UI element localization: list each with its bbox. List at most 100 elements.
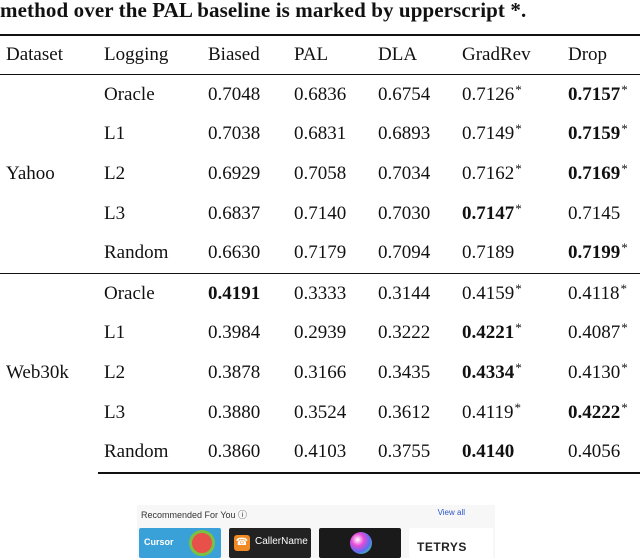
cell-value: 0.4140 bbox=[462, 441, 515, 463]
value-cell: 0.2939 bbox=[288, 314, 372, 354]
value-cell: 0.7149* bbox=[456, 115, 562, 155]
cell-value: 0.6630 bbox=[208, 242, 261, 264]
significance-marker: * bbox=[515, 320, 522, 336]
header-gradrev: GradRev bbox=[456, 34, 562, 75]
cell-value: 0.4118 bbox=[568, 282, 620, 304]
significance-marker: * bbox=[621, 359, 628, 375]
value-cell: 0.3878 bbox=[202, 353, 288, 393]
callername-tile[interactable]: ☎ CallerName bbox=[229, 528, 311, 558]
value-cell: 0.4103 bbox=[288, 432, 372, 474]
table-row: L3 0.3880 0.3524 0.3612 0.4119* 0.4222 * bbox=[0, 393, 640, 433]
table-row: L2 0.6929 0.7058 0.7034 0.7162* 0.7169* bbox=[0, 154, 640, 194]
significance-marker: * bbox=[621, 160, 628, 176]
dataset-cell: Web30k bbox=[0, 272, 98, 473]
cell-value: 0.4056 bbox=[568, 441, 621, 463]
value-cell: 0.7140 bbox=[288, 194, 372, 234]
cell-value: 0.4130 bbox=[568, 361, 621, 383]
value-cell: 0.4118* bbox=[562, 272, 640, 314]
value-cell: 0.4334* bbox=[456, 353, 562, 393]
cell-value: 0.3880 bbox=[208, 401, 261, 423]
value-cell: 0.3222 bbox=[372, 314, 456, 354]
logging-cell: L3 bbox=[104, 401, 126, 423]
value-cell: 0.3984 bbox=[202, 314, 288, 354]
significance-marker: * bbox=[514, 399, 522, 415]
phone-icon: ☎ bbox=[234, 535, 250, 551]
header-drop: Drop bbox=[562, 34, 640, 75]
header-dataset: Dataset bbox=[0, 34, 98, 75]
logging-cell: L1 bbox=[104, 322, 126, 344]
color-orb-tile[interactable] bbox=[319, 528, 401, 558]
recommended-ad-banner[interactable]: Recommended For You ⓘ View all Cursor ☎ … bbox=[137, 505, 495, 558]
value-cell: 0.4191 bbox=[202, 272, 288, 314]
cell-value: 0.7058 bbox=[294, 162, 347, 184]
value-cell: 0.3435 bbox=[372, 353, 456, 393]
significance-marker: * bbox=[620, 280, 628, 296]
logging-cell: Oracle bbox=[98, 272, 202, 314]
logging-cell: Oracle bbox=[98, 73, 202, 115]
tile-label: TETRYS bbox=[417, 540, 467, 554]
cell-value: 0.7034 bbox=[378, 162, 431, 184]
cell-value: 0.4191 bbox=[208, 282, 261, 304]
cell-value: 0.7179 bbox=[294, 242, 347, 264]
results-table: Dataset Logging Biased PAL DLA GradRev D… bbox=[0, 34, 640, 474]
value-cell: 0.7199* bbox=[562, 233, 640, 273]
header-biased: Biased bbox=[202, 34, 288, 75]
value-cell: 0.3524 bbox=[288, 393, 372, 433]
cell-value: 0.4119 bbox=[462, 401, 514, 423]
cell-value: 0.7145 bbox=[568, 202, 621, 224]
cell-value: 0.4159 bbox=[462, 282, 515, 304]
ad-heading: Recommended For You ⓘ bbox=[141, 510, 248, 520]
header-pal: PAL bbox=[288, 34, 372, 75]
value-cell: 0.4087* bbox=[562, 314, 640, 354]
value-cell: 0.7179 bbox=[288, 233, 372, 273]
value-cell: 0.6837 bbox=[202, 194, 288, 234]
dataset-cell: Yahoo bbox=[0, 74, 98, 274]
significance-marker: * bbox=[515, 200, 522, 216]
significance-marker: * bbox=[621, 121, 628, 137]
logging-cell: Random bbox=[104, 242, 169, 264]
logging-cell: L2 bbox=[104, 361, 126, 383]
table-row: Random 0.6630 0.7179 0.7094 0.7189 0.7199* bbox=[0, 233, 640, 273]
value-cell: 0.6893 bbox=[372, 115, 456, 155]
value-cell: 0.6836 bbox=[288, 73, 372, 115]
cell-value: 0.7094 bbox=[378, 242, 431, 264]
cell-value: 0.3222 bbox=[378, 322, 431, 344]
value-cell: 0.7157* bbox=[562, 73, 640, 115]
cell-value: 0.3524 bbox=[294, 401, 347, 423]
tile-label: CallerName bbox=[255, 536, 308, 547]
cell-value: 0.3984 bbox=[208, 322, 261, 344]
cell-value: 0.7189 bbox=[462, 242, 515, 264]
table-caption: method over the PAL baseline is marked b… bbox=[0, 0, 527, 22]
value-cell: 0.4119* bbox=[456, 393, 562, 433]
value-cell: 0.4159* bbox=[456, 272, 562, 314]
value-cell: 0.7162* bbox=[456, 154, 562, 194]
significance-marker: * bbox=[621, 240, 628, 256]
cell-value: 0.7169 bbox=[568, 162, 621, 184]
cursor-theme-tile[interactable]: Cursor bbox=[139, 528, 221, 558]
cell-value: 0.7038 bbox=[208, 123, 261, 145]
cell-value: 0.4334 bbox=[462, 361, 515, 383]
logging-cell: L2 bbox=[104, 162, 126, 184]
cell-value: 0.3612 bbox=[378, 401, 431, 423]
significance-marker: * bbox=[515, 81, 522, 97]
value-cell: 0.4130* bbox=[562, 353, 640, 393]
cell-value: 0.7048 bbox=[208, 83, 261, 105]
value-cell: 0.6929 bbox=[202, 154, 288, 194]
header-logging: Logging bbox=[98, 34, 202, 75]
significance-marker: * bbox=[621, 81, 628, 97]
cell-value: 0.4221 bbox=[462, 322, 515, 344]
significance-marker: * bbox=[515, 121, 522, 137]
tetrys-tile[interactable]: TETRYS bbox=[409, 528, 493, 558]
header-row: Dataset Logging Biased PAL DLA GradRev D… bbox=[0, 34, 640, 75]
table-row: Yahoo Oracle 0.7048 0.6836 0.6754 0.7126* 0.71… bbox=[0, 73, 640, 274]
cell-value: 0.4087 bbox=[568, 322, 621, 344]
cell-value: 0.3860 bbox=[208, 441, 261, 463]
table-row: L2 0.3878 0.3166 0.3435 0.4334* 0.4130* bbox=[0, 353, 640, 393]
value-cell: 0.3612 bbox=[372, 393, 456, 433]
cell-value: 0.4222 bbox=[568, 401, 621, 423]
value-cell: 0.7048 bbox=[202, 73, 288, 115]
table-row: Random 0.3860 0.4103 0.3755 0.4140 0.4056 bbox=[0, 432, 640, 474]
cell-value: 0.6893 bbox=[378, 123, 431, 145]
cell-value: 0.7147 bbox=[462, 202, 515, 224]
ad-view-all-link[interactable]: View all bbox=[437, 508, 465, 517]
